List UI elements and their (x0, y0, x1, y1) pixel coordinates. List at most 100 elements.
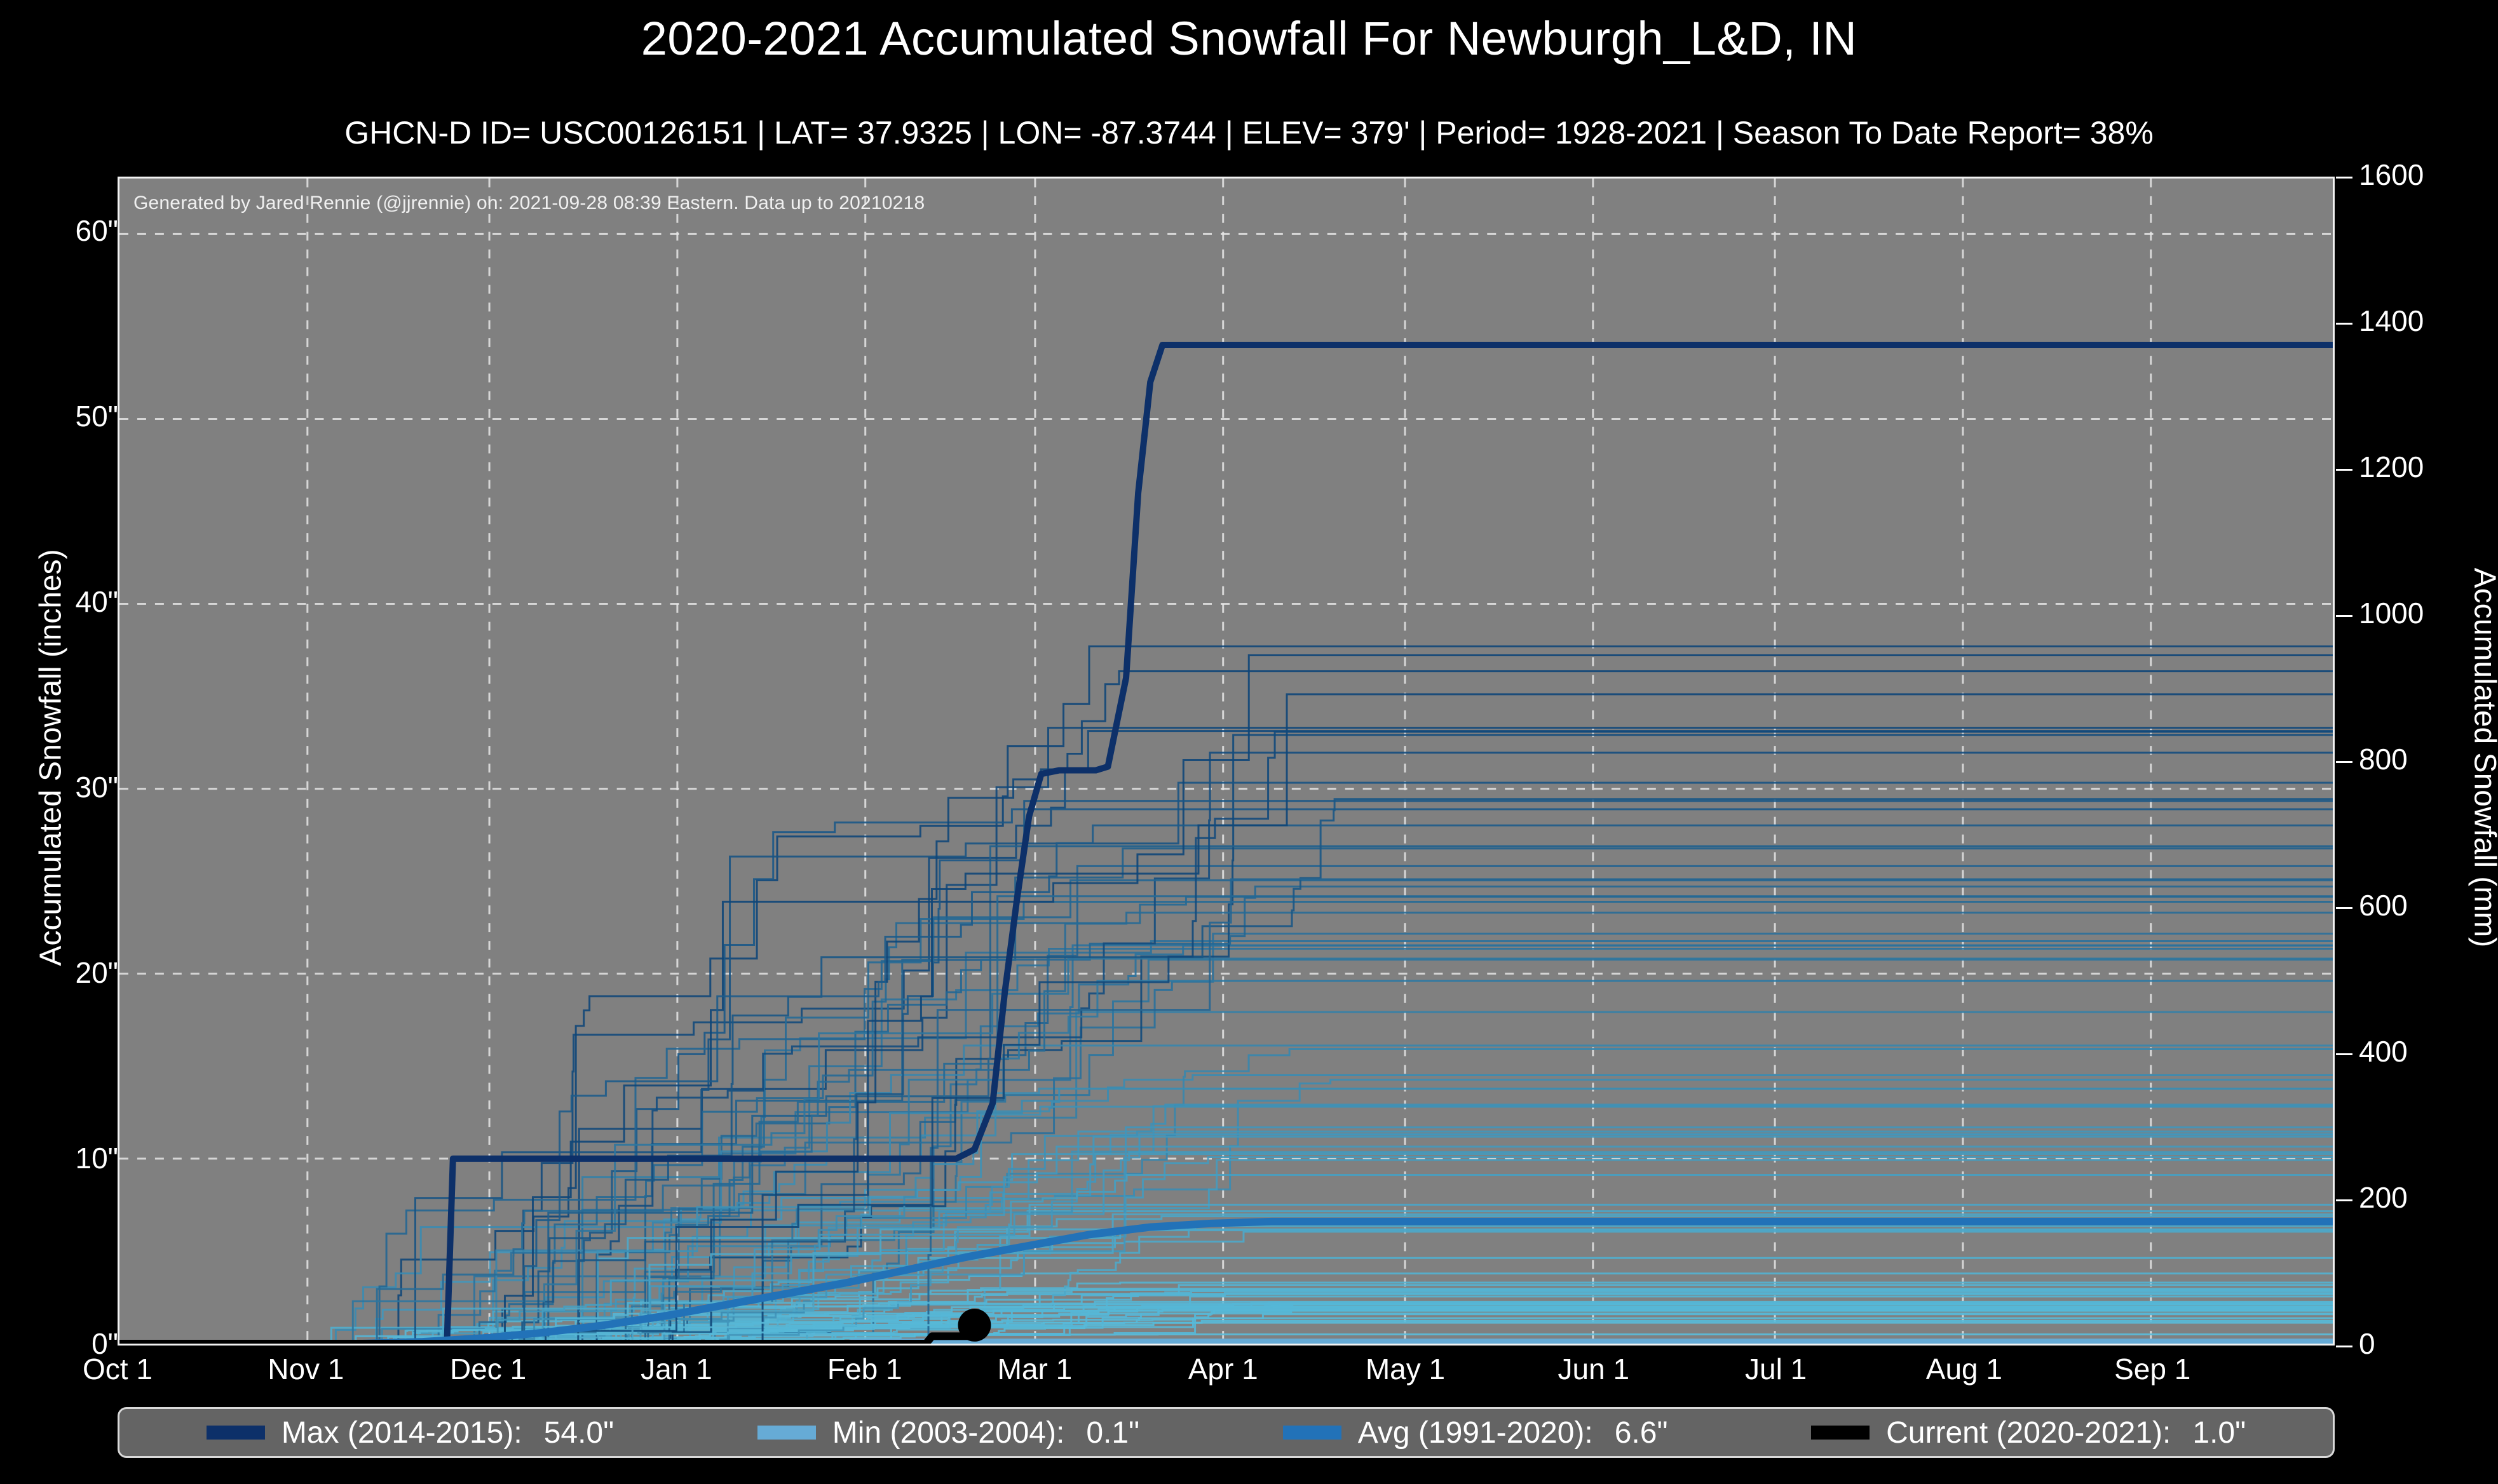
series-line-avg (119, 1217, 2333, 1344)
y-axis-right-tickmark (2336, 323, 2352, 325)
historical-season-trace (119, 1133, 2333, 1344)
historical-season-trace (119, 845, 2333, 1344)
y-axis-right-tickmark (2336, 761, 2352, 763)
x-axis-tick: Mar 1 (997, 1352, 1073, 1386)
x-axis-tick: Jul 1 (1744, 1352, 1807, 1386)
y-axis-right-tick: 1400 (2359, 304, 2424, 337)
legend-value-avg: 6.6" (1614, 1415, 1668, 1450)
historical-season-trace (119, 1213, 2333, 1344)
legend-value-current: 1.0" (2192, 1415, 2246, 1450)
historical-season-trace (119, 824, 2333, 1344)
historical-season-trace (119, 670, 2333, 1344)
x-axis-tick: Jun 1 (1558, 1352, 1630, 1386)
historical-season-trace (119, 1011, 2333, 1344)
x-axis-tick: Dec 1 (449, 1352, 527, 1386)
historical-season-trace (119, 1304, 2333, 1344)
credit-annotation: Generated by Jared Rennie (@jjrennie) on… (133, 192, 925, 213)
page-title: 2020-2021 Accumulated Snowfall For Newbu… (641, 12, 1857, 65)
x-axis-tick: Nov 1 (268, 1352, 344, 1386)
historical-season-trace (119, 912, 2333, 1344)
x-axis-tick: May 1 (1365, 1352, 1446, 1386)
legend-swatch-max (206, 1426, 265, 1440)
y-axis-left-tick: 30" (75, 770, 119, 804)
historical-season-trace (119, 1210, 2333, 1344)
y-axis-right-tick: 400 (2359, 1035, 2408, 1068)
y-axis-left-tick: 0" (92, 1327, 118, 1360)
historical-season-trace (119, 645, 2333, 1344)
historical-season-trace (119, 879, 2333, 1344)
legend-value-max: 54.0" (543, 1415, 614, 1450)
historical-season-trace (119, 1105, 2333, 1344)
historical-season-trace (119, 1159, 2333, 1344)
legend-swatch-avg (1282, 1426, 1341, 1440)
x-axis-tick: Sep 1 (2114, 1352, 2191, 1386)
historical-season-trace (119, 798, 2333, 1344)
legend-item-avg[interactable]: Avg (1991-2020): 6.6" (1282, 1415, 1668, 1450)
historical-season-trace (119, 865, 2333, 1344)
x-axis-tick: Jan 1 (641, 1352, 712, 1386)
y-axis-left-tick: 20" (75, 955, 119, 989)
x-axis-tick: Aug 1 (1925, 1352, 2003, 1386)
historical-season-trace (119, 895, 2333, 1344)
historical-season-trace (119, 1074, 2333, 1344)
legend-label-min: Min (2003-2004): (832, 1415, 1065, 1450)
historical-season-trace (119, 1135, 2333, 1344)
historical-season-trace (119, 752, 2333, 1344)
y-axis-right-tickmark (2336, 1053, 2352, 1055)
historical-season-trace (119, 731, 2333, 1344)
y-axis-left-tick: 60" (75, 213, 119, 247)
legend-value-min: 0.1" (1086, 1415, 1140, 1450)
legend-item-current[interactable]: Current (2020-2021): 1.0" (1811, 1415, 2246, 1450)
historical-season-trace (119, 886, 2333, 1344)
historical-season-trace (119, 1225, 2333, 1344)
historical-season-trace (119, 1133, 2333, 1344)
x-axis-tick: Oct 1 (83, 1352, 153, 1386)
y-axis-right-label: Accumulated Snowfall (mm) (2467, 567, 2498, 948)
y-axis-right-tick: 600 (2359, 889, 2408, 922)
legend-label-current: Current (2020-2021): (1886, 1415, 2171, 1450)
y-axis-left-tick: 50" (75, 399, 119, 433)
y-axis-right-tickmark (2336, 1199, 2352, 1201)
legend-swatch-min (757, 1426, 816, 1440)
y-axis-right-tick: 1000 (2359, 597, 2424, 630)
historical-season-trace (119, 808, 2333, 1344)
legend-label-max: Max (2014-2015): (281, 1415, 522, 1450)
historical-season-trace (119, 947, 2333, 1344)
chart-plot-area: Generated by Jared Rennie (@jjrennie) on… (118, 177, 2335, 1346)
y-axis-right-tickmark (2336, 177, 2352, 179)
historical-season-trace (119, 1288, 2333, 1344)
historical-season-trace (119, 957, 2333, 1344)
historical-season-trace (119, 1228, 2333, 1344)
series-line-max (119, 342, 2333, 1344)
x-axis-tick: Apr 1 (1188, 1352, 1258, 1386)
historical-season-trace (119, 847, 2333, 1344)
historical-season-trace (119, 896, 2333, 1344)
historical-season-trace (119, 693, 2333, 1344)
y-axis-left-label: Accumulated Snowfall (inches) (34, 549, 68, 966)
y-axis-left-tick: 40" (75, 584, 119, 618)
historical-season-trace (119, 1288, 2333, 1344)
legend-item-min[interactable]: Min (2003-2004): 0.1" (757, 1415, 1139, 1450)
series-end-marker-current (958, 1308, 991, 1342)
legend-item-max[interactable]: Max (2014-2015): 54.0" (206, 1415, 614, 1450)
y-axis-right-tick: 800 (2359, 743, 2408, 776)
y-axis-right-tick: 1600 (2359, 158, 2424, 191)
chart-legend: Max (2014-2015): 54.0" Min (2003-2004): … (118, 1407, 2335, 1458)
historical-season-trace (119, 800, 2333, 1344)
y-axis-left-tick: 10" (75, 1141, 119, 1175)
historical-season-trace (119, 781, 2333, 1344)
y-axis-right-tickmark (2336, 615, 2352, 617)
historical-season-trace (119, 1044, 2333, 1344)
chart-svg (119, 179, 2333, 1344)
y-axis-right-tickmark (2336, 1346, 2352, 1347)
historical-season-trace (119, 944, 2333, 1344)
historical-season-trace (119, 730, 2333, 1344)
legend-label-avg: Avg (1991-2020): (1357, 1415, 1593, 1450)
station-metadata-subtitle: GHCN-D ID= USC00126151 | LAT= 37.9325 | … (344, 115, 2154, 151)
y-axis-right-tickmark (2336, 907, 2352, 909)
x-axis-tick: Feb 1 (827, 1352, 902, 1386)
y-axis-right-tick: 200 (2359, 1181, 2408, 1214)
y-axis-right-tick: 0 (2359, 1327, 2375, 1360)
legend-swatch-current (1811, 1426, 1870, 1440)
y-axis-right-tickmark (2336, 469, 2352, 471)
